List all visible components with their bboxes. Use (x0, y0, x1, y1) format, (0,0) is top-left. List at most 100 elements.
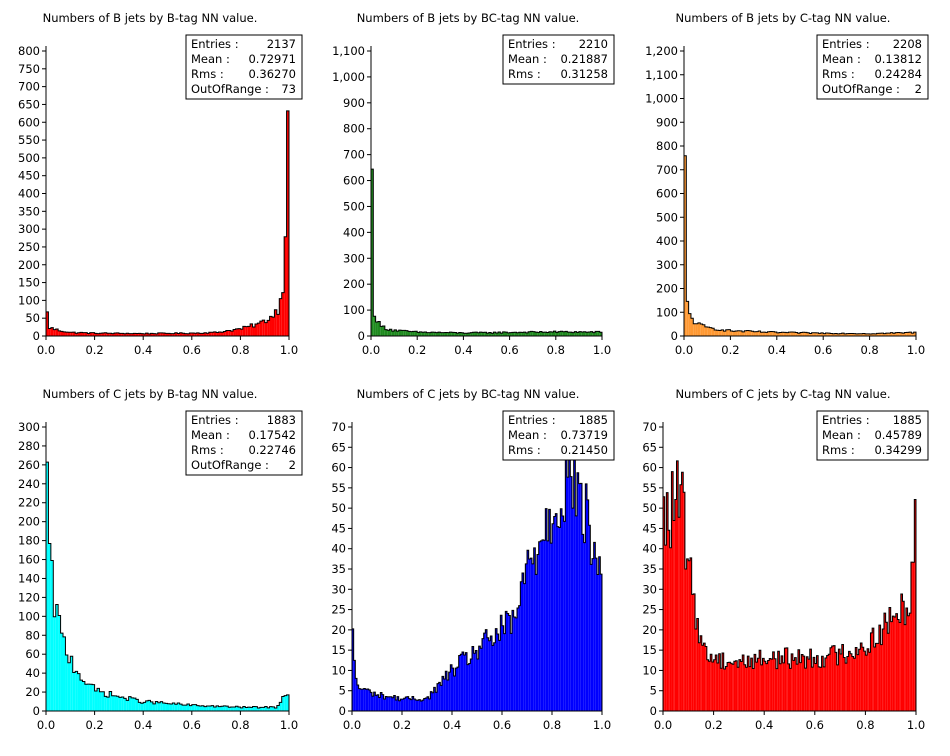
histogram-bar (65, 332, 68, 336)
y-tick-label: 600 (343, 174, 365, 188)
histogram-bar (82, 681, 85, 711)
histogram-bar (483, 633, 486, 711)
histogram-bar (557, 526, 559, 711)
histogram-bar (128, 696, 132, 711)
histogram-bar (247, 707, 251, 711)
histogram-bar (560, 331, 563, 336)
y-tick-label: 500 (343, 199, 365, 213)
histogram-bar (705, 646, 707, 711)
histogram-bar (259, 321, 263, 336)
histogram-bar (855, 333, 858, 336)
histogram-bar (279, 702, 282, 711)
histogram-bar (738, 659, 741, 711)
histogram-bar (80, 332, 83, 336)
stat-value: 0.17542 (248, 428, 296, 442)
histogram-bar (254, 323, 258, 336)
histogram-bars (46, 462, 289, 711)
histogram-bar (245, 707, 248, 711)
x-tick-label: 0.0 (37, 343, 55, 357)
stat-value: 0.21450 (560, 443, 608, 457)
histogram-bar (213, 706, 217, 711)
histogram-bar (825, 333, 828, 336)
histogram-bar (540, 540, 542, 711)
histogram-bar (777, 651, 780, 711)
histogram-outline (45, 461, 290, 711)
histogram-bar (899, 332, 903, 336)
histogram-bar (546, 332, 549, 336)
histogram-bar (881, 333, 884, 336)
y-tick-label: 120 (18, 590, 40, 604)
histogram-bar (760, 664, 763, 711)
histogram-bar (267, 707, 270, 711)
histogram-bar (835, 652, 837, 711)
histogram-bar (460, 654, 462, 711)
histogram-bar (769, 658, 771, 711)
y-tick-label: 800 (343, 122, 365, 136)
y-tick-label: 140 (18, 571, 40, 585)
histogram-bar (208, 705, 212, 711)
histogram-bar (138, 333, 141, 336)
histogram-bar (906, 332, 910, 336)
histogram-bar (844, 333, 847, 336)
histogram-bar (373, 692, 376, 711)
histogram-bar (772, 331, 775, 336)
histogram-bar (269, 706, 272, 711)
y-tick-label: 80 (25, 628, 40, 642)
stats-box (185, 34, 303, 100)
histogram-bar (414, 331, 418, 336)
histogram-bar (796, 664, 798, 711)
chart-title: Numbers of B jets by B-tag NN value. (43, 11, 258, 25)
histogram-bar (693, 593, 696, 711)
histogram-bar (774, 658, 777, 711)
histogram-bar (686, 301, 689, 336)
histogram-bar (206, 705, 209, 711)
histogram-bar (746, 330, 749, 336)
x-tick-label: 0.2 (408, 343, 426, 357)
histogram-bar (711, 661, 714, 711)
stat-value: 1885 (579, 413, 608, 427)
histogram-bar (433, 687, 436, 711)
histogram-bar (831, 646, 834, 711)
histogram-bar (897, 332, 900, 336)
histogram-bar (145, 700, 149, 711)
stat-label: Mean : (508, 52, 547, 66)
histogram-bar (410, 331, 413, 336)
histogram-bar (745, 667, 748, 711)
stat-value: 0.21887 (560, 52, 608, 66)
histogram-bar (678, 517, 680, 711)
histogram-bar (140, 703, 144, 711)
histogram-bar (442, 676, 444, 711)
histogram-bar (834, 333, 838, 336)
histogram-bar (551, 331, 554, 336)
histogram-bar (373, 316, 376, 336)
histogram-bar (75, 333, 78, 336)
histogram-bar (111, 333, 115, 336)
histogram-bar (592, 558, 594, 711)
histogram-bar (77, 673, 81, 711)
stats-box (502, 410, 615, 461)
histogram-bar (873, 646, 876, 711)
y-tick-label: 800 (18, 44, 40, 58)
histogram-bar (718, 330, 722, 336)
histogram-bar (895, 613, 898, 711)
histogram-bar (189, 333, 192, 336)
stat-value: 0.13812 (874, 52, 922, 66)
histogram-bar (230, 331, 234, 336)
histogram-bar (284, 695, 287, 711)
histogram-bar (742, 654, 744, 711)
histogram-bar (539, 331, 542, 336)
histogram-bar (907, 615, 910, 711)
y-tick-label: 10 (331, 663, 346, 677)
histogram-bar (191, 333, 195, 336)
y-tick-label: 550 (18, 133, 40, 147)
histogram-bar (754, 654, 756, 711)
histogram-bar (535, 332, 538, 336)
histogram-bar (53, 616, 56, 711)
histogram-bar (576, 332, 579, 336)
histogram-bar (377, 321, 381, 336)
histogram-bar (116, 696, 119, 711)
histogram-bar (578, 483, 581, 711)
histogram-bar (696, 618, 699, 711)
histogram-bar (262, 707, 265, 711)
histogram-bar (788, 332, 791, 336)
